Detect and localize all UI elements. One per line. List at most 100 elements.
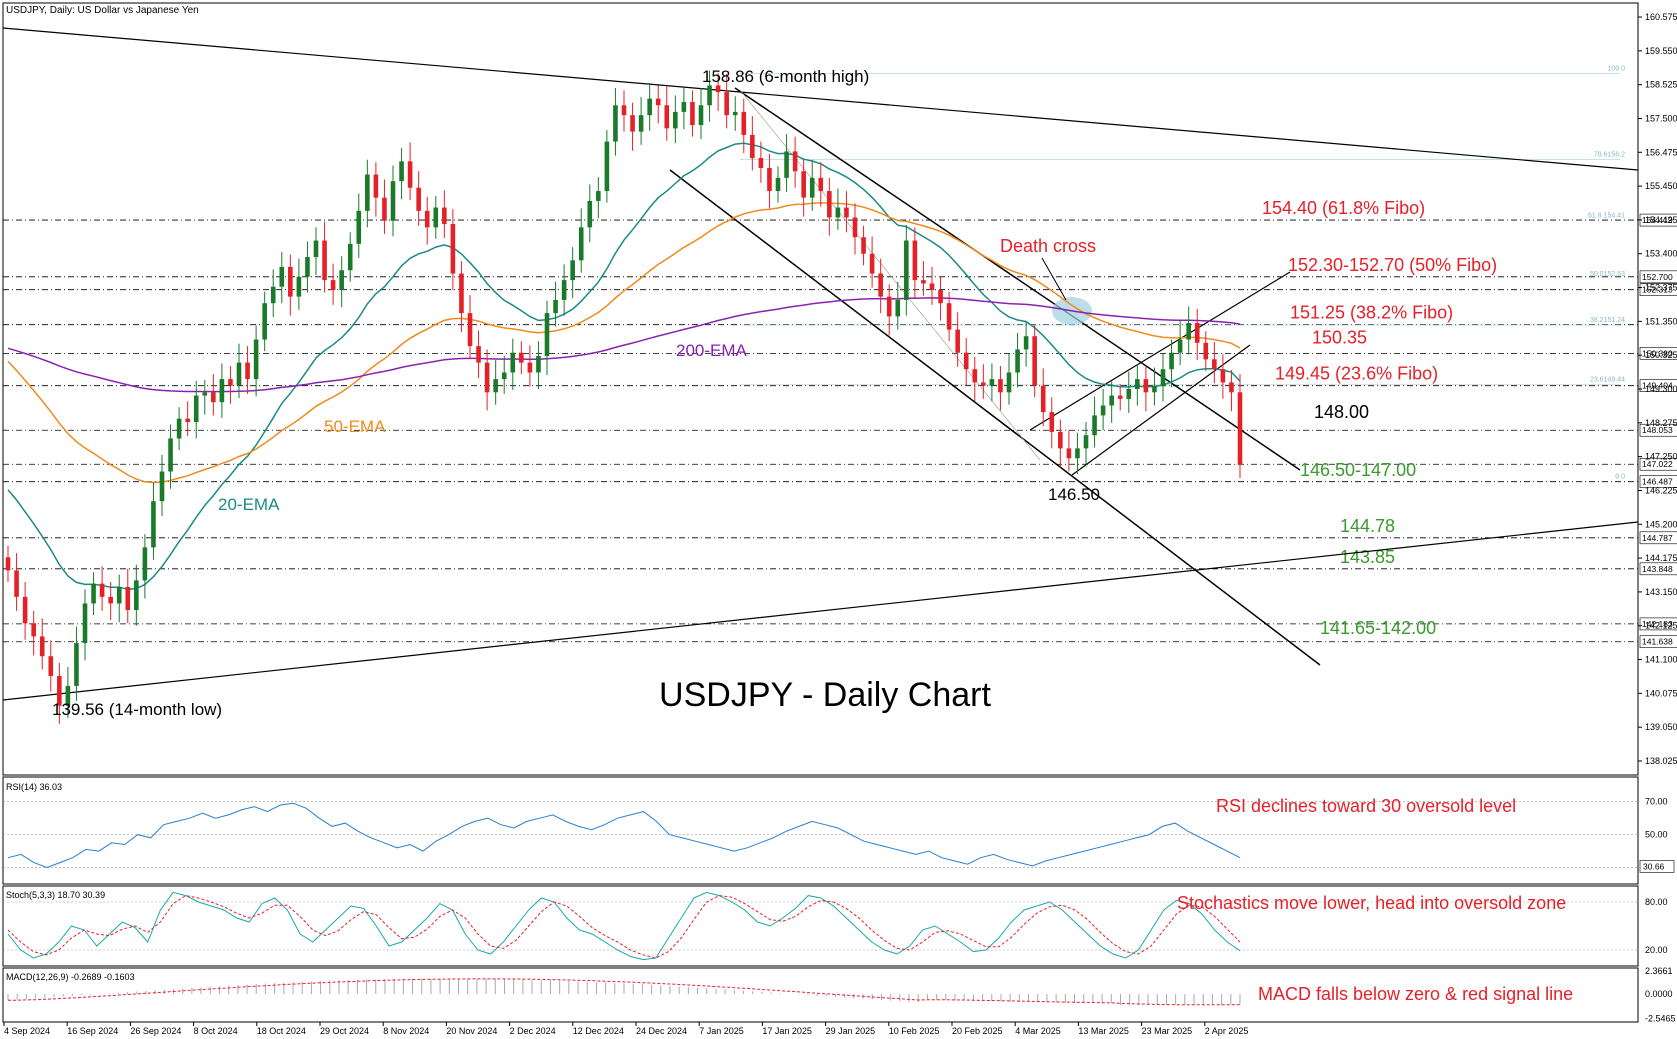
candle-body [262,303,267,340]
candle-body [99,583,105,597]
candle-body [390,181,396,221]
candle-body [1237,392,1243,465]
candle-body [1126,389,1132,399]
candle-body [878,273,883,297]
rsi-panel-frame [2,776,1639,885]
price-tick-label: 150.325 [1645,350,1677,360]
candle-body [946,303,952,330]
candle-body [168,438,173,472]
candle-body [989,379,995,386]
fibo-tag: 78.6156.2 [1594,152,1625,159]
candle-body [91,583,96,604]
level-label: 152.30-152.70 (50% Fibo) [1288,255,1497,275]
candle-body [467,313,473,347]
level-axis-tag-box [1639,617,1677,631]
level-axis-tag-box [1639,635,1677,649]
candle-body [39,636,45,657]
rebound-channel-lower [1071,344,1251,476]
rsi-caption: RSI(14) 36.03 [6,782,62,792]
candle-body [1220,369,1226,383]
stoch-k-line [7,891,1241,961]
fibo-tag: 50.0152.63 [1590,271,1625,278]
price-tick-label: 148.275 [1645,418,1677,428]
candle-body [536,356,541,373]
low-annotation: 139.56 (14-month low) [52,700,222,719]
ema20-label: 20-EMA [218,495,280,514]
rsi-note: RSI declines toward 30 oversold level [1216,796,1516,816]
price-tick-label: 155.450 [1645,181,1677,191]
candle-body [433,207,439,228]
candle-body [852,217,858,238]
date-tick-label: 18 Oct 2024 [257,1026,306,1036]
candle-body [382,197,387,221]
candle-body [313,240,319,258]
date-tick-label: 24 Dec 2024 [636,1026,687,1036]
candle-body [938,290,943,304]
candle-body [1015,349,1020,373]
price-tick-label: 151.350 [1645,316,1677,326]
high-annotation: 158.86 (6-month high) [702,67,869,86]
level-axis-tag-box [1639,379,1677,393]
price-panel-frame [2,2,1639,776]
date-tick-label: 8 Oct 2024 [194,1026,238,1036]
candle-body [305,257,310,277]
date-tick-label: 16 Sep 2024 [67,1026,118,1036]
stoch-note: Stochastics move lower, head into overso… [1177,893,1566,913]
level-axis-tag: 148.053 [1642,425,1673,435]
macd-panel-frame [2,967,1639,1023]
candle-body [65,685,71,706]
price-tick-label: 142.125 [1645,621,1677,631]
candle-body [1229,382,1234,393]
level-label: 141.65-142.00 [1320,618,1436,638]
rsi-current-tag-box [1639,860,1675,873]
candle-body [801,171,806,198]
stoch-d-line [7,895,1241,959]
macd-signal-line [7,978,1241,1006]
date-tick-label: 26 Sep 2024 [130,1026,181,1036]
candle-body [288,266,293,297]
level-axis-tag: 147.022 [1642,459,1673,469]
candle-body [613,105,618,142]
channel-upper-line [734,87,1301,471]
candle-body [664,105,670,129]
price-tick-label: 138.025 [1645,756,1677,766]
fibo-tag: 100.0 [1607,66,1625,73]
rsi-tick-label: 50.00 [1645,830,1668,840]
date-tick-label: 20 Feb 2025 [952,1026,1003,1036]
candle-body [1092,415,1097,436]
candle-body [373,174,379,198]
candle-body [193,395,199,422]
candle-body [416,187,421,211]
price-tick-label: 144.175 [1645,553,1677,563]
rebound-channel-upper [1029,271,1291,431]
candle-body [322,240,327,281]
stoch-tick-label: 20.00 [1645,945,1668,955]
candle-body [347,243,353,271]
candle-body [715,85,721,93]
level-axis-tag: 152.313 [1642,285,1673,295]
level-label: 149.45 (23.6% Fibo) [1275,364,1438,384]
candle-body [510,352,516,373]
candle-body [647,98,652,116]
candle-body [1152,385,1157,393]
candle-body [1066,448,1072,459]
candle-body [561,280,567,300]
candle-body [1212,359,1217,370]
candle-body [245,362,250,380]
candle-body [185,418,190,422]
candle-body [1203,342,1209,360]
price-tick-label: 156.475 [1645,147,1677,157]
candle-body [767,167,772,192]
level-label: 151.25 (38.2% Fibo) [1290,303,1453,323]
date-tick-label: 29 Oct 2024 [320,1026,369,1036]
candle-body [673,111,678,129]
candle-body [339,270,344,291]
candle-body [116,586,122,604]
candle-body [844,207,849,218]
candle-body [818,177,824,192]
candle-body [1117,395,1123,399]
candle-body [604,141,610,192]
candle-body [544,313,550,357]
candle-body [1100,405,1106,416]
